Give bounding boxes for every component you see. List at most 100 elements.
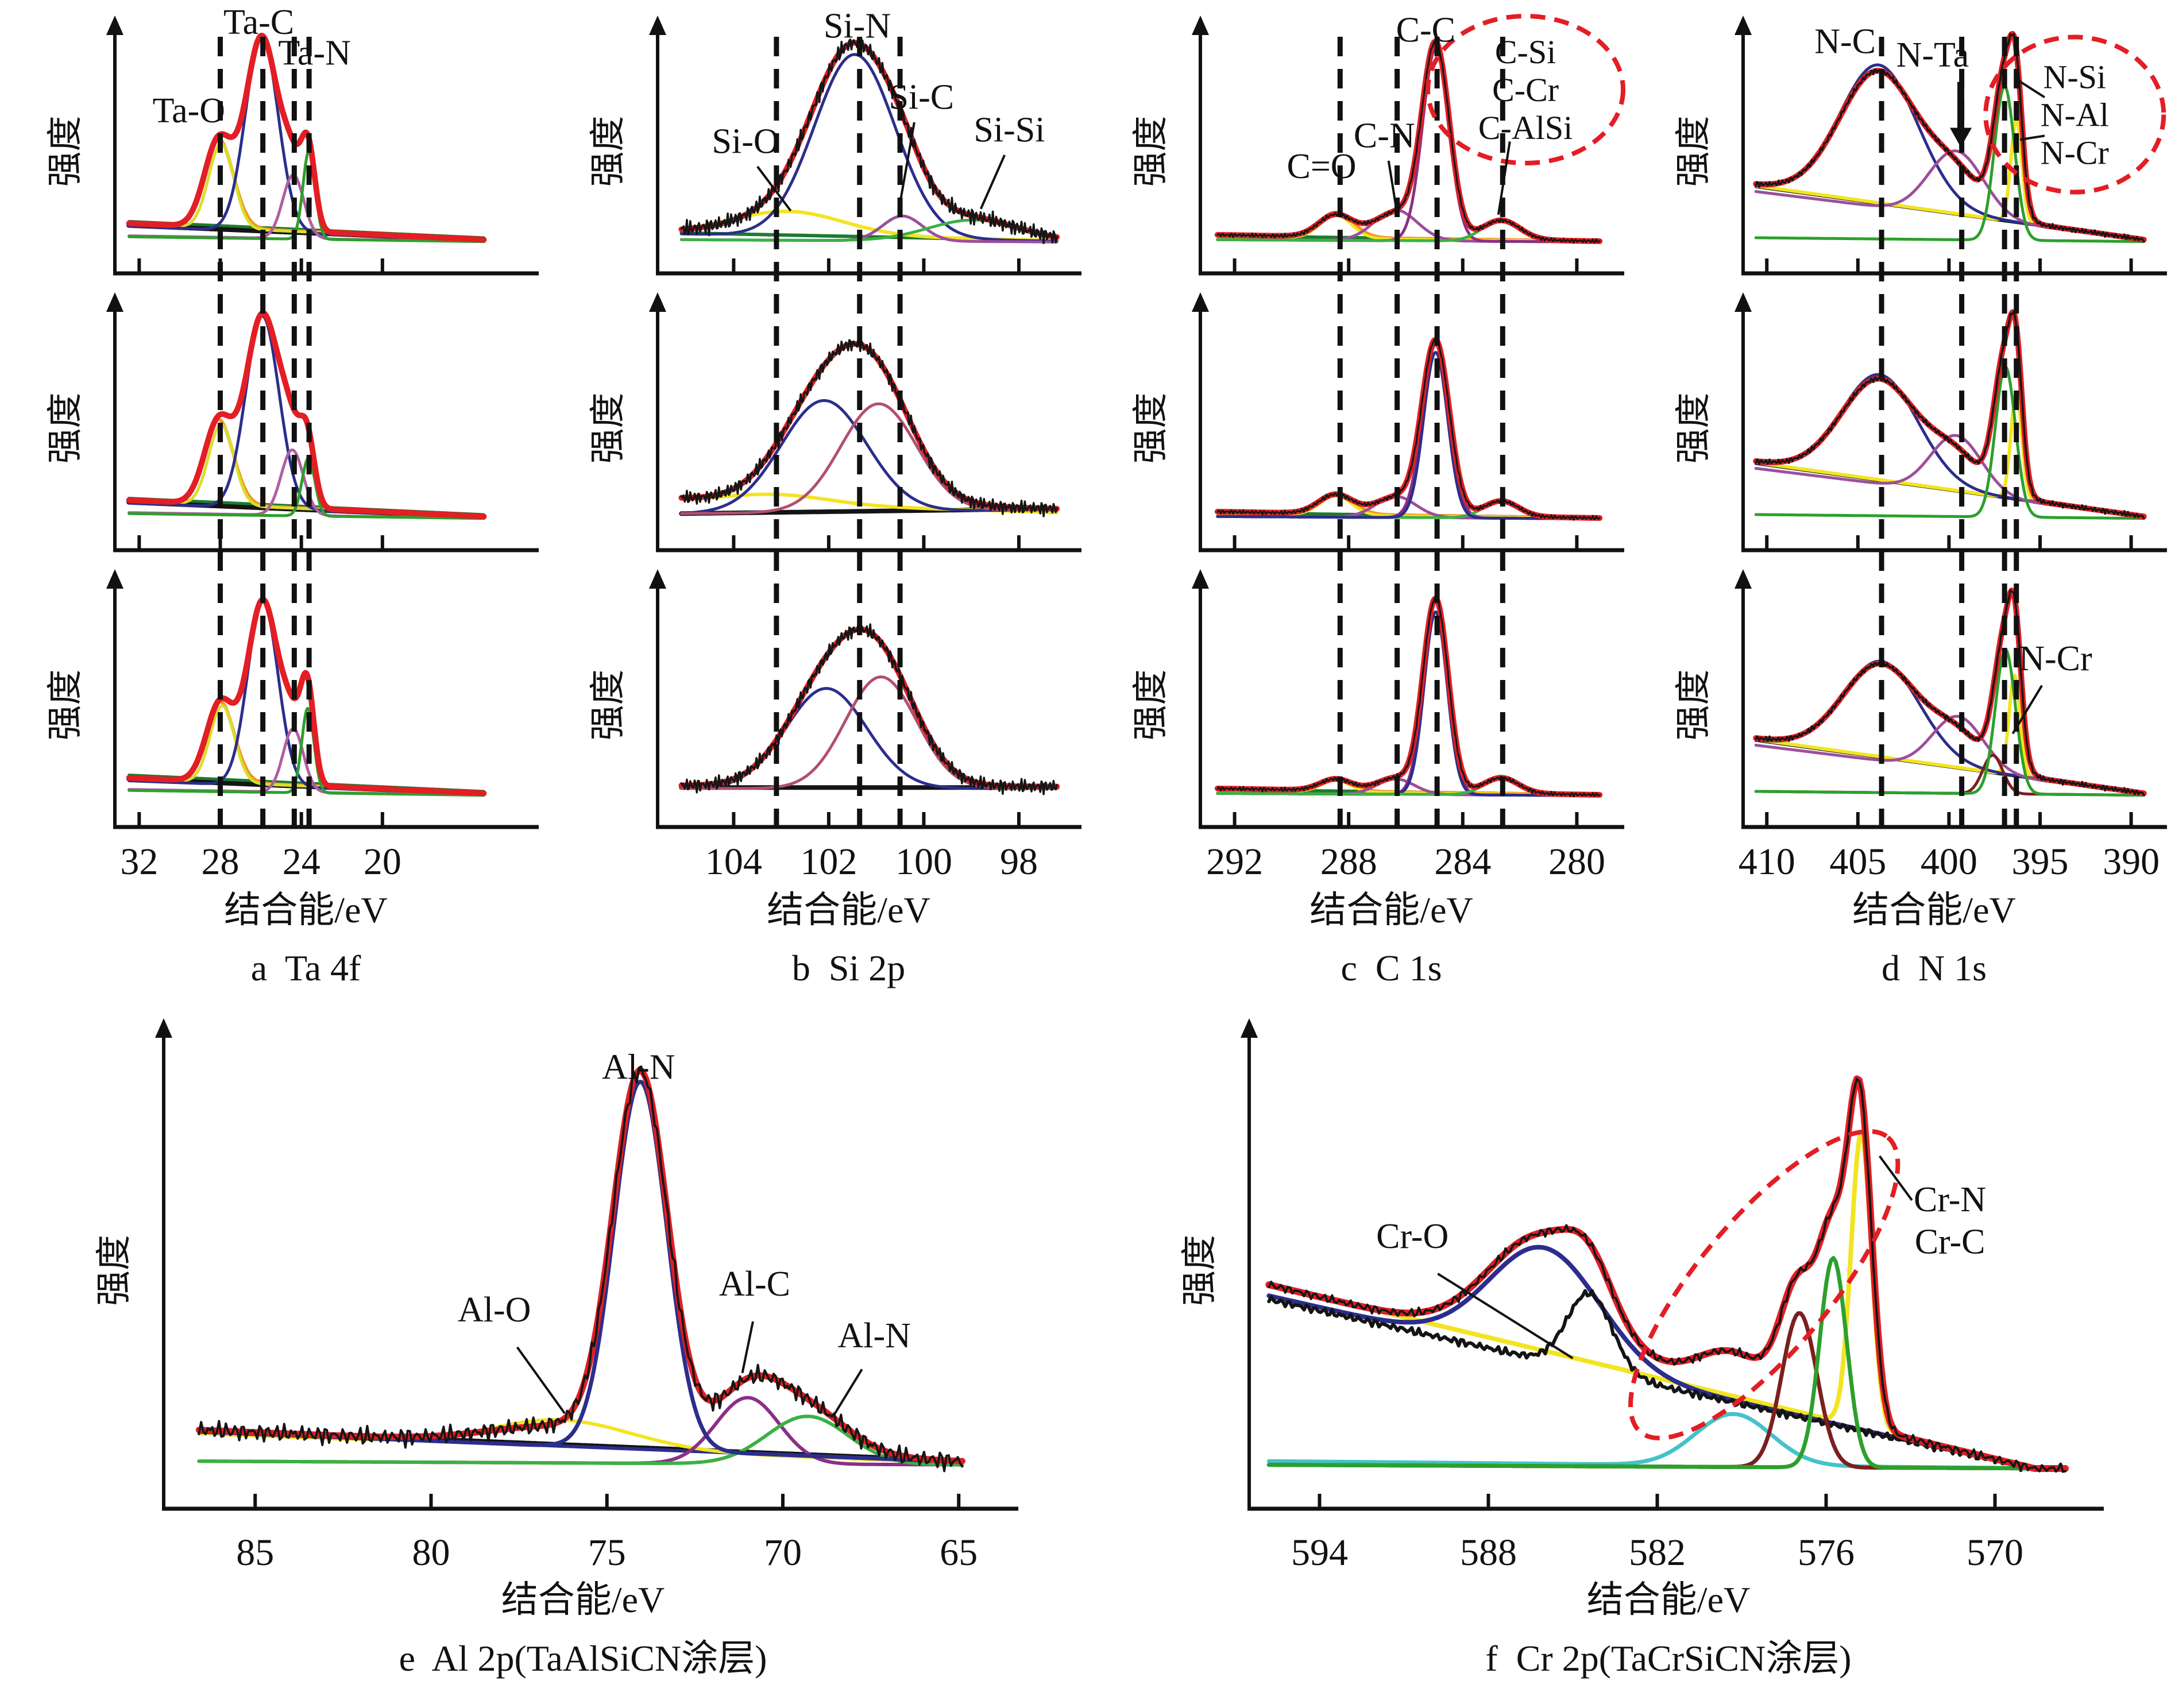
peak-label: Al-N <box>838 1316 911 1355</box>
svg-text:104: 104 <box>705 841 762 883</box>
peak-label: Si-N <box>824 7 891 46</box>
svg-text:强度: 强度 <box>1131 669 1171 740</box>
svg-text:强度: 强度 <box>589 115 628 187</box>
series-curve <box>680 339 1058 517</box>
peak-label: N-Cr <box>2019 639 2092 678</box>
ellipse-label: N-Si <box>2043 59 2106 96</box>
svg-text:102: 102 <box>800 841 857 883</box>
highlight-ellipse <box>1983 34 2166 195</box>
svg-text:强度: 强度 <box>1131 115 1171 187</box>
highlight-ellipse <box>1426 14 1626 165</box>
x-axis-title-d: 结合能/eV <box>1852 890 2016 930</box>
series-curve <box>1268 1077 2066 1473</box>
ellipse-label: C-AlSi <box>1478 109 1573 146</box>
spectrum-si2p: 强度 强度 强度 104 102 100 98 Si-N Si-O Si-C Si-Si <box>543 3 1086 891</box>
series-curve <box>128 457 485 520</box>
svg-text:24: 24 <box>283 841 320 883</box>
series-curve <box>126 596 487 797</box>
series-curve <box>1753 588 2147 797</box>
svg-text:98: 98 <box>1000 841 1038 883</box>
peak-label: Cr-N <box>1914 1180 1986 1219</box>
ellipse-label: C-Cr <box>1492 71 1559 109</box>
series-curve <box>1216 351 1601 520</box>
peak-label: C-C <box>1396 10 1455 49</box>
peak-label: C=O <box>1287 147 1356 186</box>
spectrum-c1s: 强度 强度 强度 292 288 284 280 C-Si C-Cr C-AlSi C-C C-N C=… <box>1086 3 1628 891</box>
leader-line <box>899 122 915 203</box>
panel-si2p: 强度 强度 强度 104 102 100 98 Si-N Si-O Si-C Si-Si 结合能/e… <box>543 3 1086 987</box>
svg-text:288: 288 <box>1320 841 1377 883</box>
svg-text:强度: 强度 <box>1674 392 1713 463</box>
svg-text:强度: 强度 <box>1180 1235 1219 1306</box>
series-curve <box>195 1067 965 1464</box>
spectrum-n1s: 强度 强度 强度 410 405 400 395 390 N-Si N-Al N-Cr N-C N-Ta… <box>1628 3 2171 891</box>
svg-text:20: 20 <box>364 841 401 883</box>
panel-caption-f: f Cr 2p(TaCrSiCN涂层) <box>1485 1637 1852 1679</box>
svg-text:强度: 强度 <box>1674 115 1713 187</box>
series-curve <box>1265 1075 2069 1473</box>
svg-text:292: 292 <box>1206 841 1263 883</box>
panel-n1s: 强度 强度 强度 410 405 400 395 390 N-Si N-Al N-Cr N-C N-Ta… <box>1628 3 2171 987</box>
svg-text:85: 85 <box>236 1532 274 1574</box>
peak-label: Cr-O <box>1376 1217 1448 1256</box>
series-curve <box>1753 309 2147 520</box>
panel-ta4f: 强度 强度 强度 32 28 24 20 Ta-O Ta-C Ta-N 结合能/eV a Ta 4… <box>0 3 543 987</box>
svg-text:594: 594 <box>1291 1532 1348 1574</box>
leader-line <box>516 1347 566 1415</box>
series-curve <box>1216 40 1601 244</box>
svg-text:582: 582 <box>1629 1532 1686 1574</box>
svg-text:强度: 强度 <box>95 1235 134 1306</box>
svg-text:强度: 强度 <box>46 115 85 187</box>
svg-text:395: 395 <box>2012 841 2069 883</box>
series-curve <box>680 37 1058 245</box>
series-curve <box>1216 596 1601 798</box>
svg-text:80: 80 <box>412 1532 450 1574</box>
svg-text:强度: 强度 <box>589 392 628 463</box>
svg-text:400: 400 <box>1921 841 1977 883</box>
peak-label: Al-C <box>719 1265 790 1304</box>
panel-caption-a: a Ta 4f <box>250 948 361 989</box>
series-curve <box>128 706 485 797</box>
series-curve <box>1266 1412 2068 1471</box>
panel-c1s: 强度 强度 强度 292 288 284 280 C-Si C-Cr C-AlSi C-C C-N C=… <box>1086 3 1628 987</box>
series-curve <box>1214 337 1603 521</box>
leader-line <box>1878 1156 1913 1201</box>
svg-text:576: 576 <box>1798 1532 1855 1574</box>
leader-line <box>1387 160 1397 206</box>
spectrum-svg-f: 强度 594 588 582 576 570 Cr-O Cr-N Cr-C <box>1180 1018 2104 1574</box>
x-axis-title-e: 结合能/eV <box>501 1579 665 1621</box>
svg-text:强度: 强度 <box>46 392 85 463</box>
spectrum-ta4f: 强度 强度 强度 32 28 24 20 Ta-O Ta-C Ta-N <box>0 3 543 891</box>
leader-line <box>1497 141 1511 215</box>
panel-al2p: 强度 85 80 75 70 65 Al-N Al-O Al-C Al-N 结合能/eV e Al… <box>0 987 1086 1678</box>
svg-text:410: 410 <box>1739 841 1795 883</box>
peak-label: Ta-O <box>153 91 225 130</box>
x-axis-title-f: 结合能/eV <box>1586 1579 1751 1621</box>
series-curve <box>1216 343 1601 520</box>
series-curve <box>1755 33 2145 243</box>
peak-label: Si-O <box>712 122 779 161</box>
series-curve <box>196 1080 964 1464</box>
series-curve <box>679 687 1059 790</box>
down-arrow <box>1950 127 1972 148</box>
series-curve <box>1754 648 2146 797</box>
svg-text:280: 280 <box>1548 841 1605 883</box>
svg-text:强度: 强度 <box>1674 669 1713 740</box>
series-curve <box>126 33 487 243</box>
series-curve <box>1266 1256 2068 1471</box>
bottom-panel-grid: 强度 85 80 75 70 65 Al-N Al-O Al-C Al-N 结合能/eV e Al… <box>0 987 2171 1679</box>
x-axis-title-a: 结合能/eV <box>224 890 388 930</box>
leader-line <box>2011 685 2043 735</box>
series-curve <box>1755 589 2145 797</box>
leader-line <box>833 1369 863 1416</box>
x-axis-title-c: 结合能/eV <box>1309 890 1473 930</box>
panel-caption-c: c C 1s <box>1341 948 1442 989</box>
leader-line <box>756 165 792 212</box>
leader-line <box>979 154 1006 210</box>
series-curve <box>128 149 485 244</box>
leader-line <box>2014 77 2046 99</box>
